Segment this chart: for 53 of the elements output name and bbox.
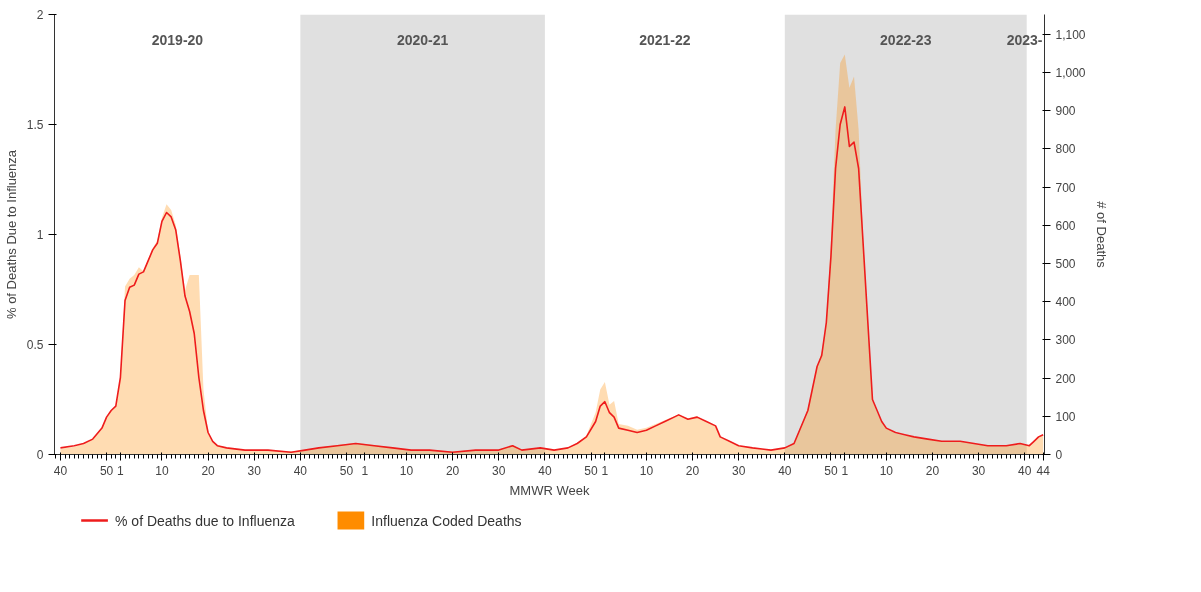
x-tick-label: 50 — [99, 463, 114, 478]
y2-tick-label: 400 — [1055, 295, 1076, 310]
x-tick-label: 30 — [492, 463, 506, 478]
y-tick-label: 1 — [36, 228, 44, 242]
x-tick-label: 40 — [53, 463, 68, 478]
band-label: 2022-23 — [880, 31, 932, 48]
x-tick-label: 20 — [685, 463, 700, 478]
x-tick-label: 1 — [841, 463, 849, 478]
x-tick-label: 1 — [601, 463, 609, 478]
y-tick-label: 1.5 — [26, 118, 44, 132]
y-axis-title: % of Deaths Due to Influenza — [3, 149, 19, 320]
x-tick-label: 40 — [1018, 463, 1032, 478]
y2-tick-label: 500 — [1055, 257, 1076, 272]
y2-tick-label: 300 — [1055, 333, 1076, 348]
x-tick-label: 50 — [339, 463, 354, 478]
x-tick-label: 50 — [584, 463, 599, 478]
y2-tick-label: 1,000 — [1055, 66, 1086, 81]
x-tick-label: 10 — [399, 463, 414, 478]
y2-tick-label: 700 — [1055, 180, 1076, 195]
x-tick-label: 40 — [538, 463, 552, 478]
y2-tick-label: 900 — [1055, 104, 1076, 119]
legend-label: % of Deaths due to Influenza — [115, 512, 296, 529]
x-tick-label: 1 — [361, 463, 369, 478]
x-tick-label: 10 — [155, 463, 169, 478]
x-tick-label: 20 — [445, 463, 460, 478]
x-tick-label: 20 — [201, 463, 216, 478]
x-tick-label: 44 — [1036, 463, 1051, 478]
band-label: 2020-21 — [396, 31, 449, 48]
x-tick-label: 40 — [293, 463, 308, 478]
x-tick-label: 1 — [117, 463, 125, 478]
x-tick-label: 10 — [879, 463, 894, 478]
y-tick-label: 2 — [36, 8, 44, 22]
annotation: 2021-22 — [639, 31, 691, 48]
y2-tick-label: 0 — [1055, 448, 1063, 462]
x-tick-label: 10 — [639, 463, 654, 478]
x-tick-label: 30 — [247, 463, 262, 478]
legend-label: Influenza Coded Deaths — [371, 512, 522, 529]
annotation: 2023- — [1006, 31, 1043, 48]
x-tick-label: 20 — [925, 463, 940, 478]
x-tick-label: 50 — [824, 463, 838, 478]
annotation: 2019-20 — [151, 31, 204, 48]
x-axis-title: MMWR Week — [509, 482, 590, 498]
x-tick-label: 30 — [971, 463, 986, 478]
y-tick-label: 0.5 — [26, 338, 44, 352]
x-tick-label: 40 — [778, 463, 792, 478]
y2-axis-title: # of Deaths — [1093, 201, 1109, 269]
y2-tick-label: 100 — [1055, 409, 1076, 424]
y2-tick-label: 200 — [1055, 371, 1076, 386]
y-tick-label: 0 — [36, 448, 44, 462]
x-tick-label: 30 — [731, 463, 746, 478]
y2-tick-label: 1,100 — [1055, 27, 1086, 42]
y2-tick-label: 800 — [1055, 142, 1076, 157]
y2-tick-label: 600 — [1055, 218, 1076, 233]
